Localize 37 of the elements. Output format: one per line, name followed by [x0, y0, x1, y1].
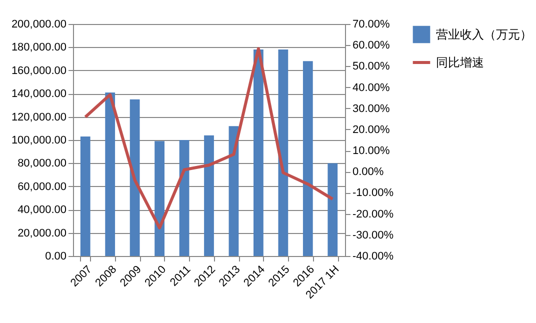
- y-tick-label: 0.00: [45, 250, 66, 262]
- y2-tick-label: 40.00%: [352, 82, 390, 94]
- line-series: [84, 47, 334, 230]
- bar: [80, 136, 90, 256]
- y2-tick-label: -40.00%: [352, 250, 394, 262]
- y-tick-label: 160,000.00: [11, 64, 66, 77]
- bar: [130, 99, 140, 256]
- bar: [179, 140, 190, 256]
- bar: [278, 50, 288, 256]
- y2-tick-label: 0.00%: [352, 166, 384, 178]
- y-tick-label: 180,000.00: [11, 42, 66, 54]
- y2-tick-label: -20.00%: [352, 208, 394, 220]
- y-tick-label: 20,000.00: [18, 227, 66, 240]
- y2-tick-label: -10.00%: [352, 187, 394, 200]
- y2-tick-label: 50.00%: [352, 60, 390, 73]
- y-tick-label: 80,000.00: [18, 158, 66, 170]
- y2-tick-label: -30.00%: [352, 229, 394, 242]
- y-tick-label: 200,000.00: [11, 18, 66, 30]
- y2-tick-label: 60.00%: [352, 40, 390, 52]
- y-tick-label: 100,000.00: [11, 134, 66, 146]
- y2-tick-label: 70.00%: [352, 18, 390, 30]
- legend-label: 同比增速: [436, 56, 484, 70]
- y-tick-label: 120,000.00: [11, 111, 66, 124]
- bar: [105, 92, 116, 256]
- y2-tick-label: 30.00%: [352, 102, 390, 115]
- bar: [154, 141, 164, 256]
- y2-tick-label: 20.00%: [352, 124, 390, 136]
- bar: [302, 61, 313, 256]
- legend-label: 营业收入（万元）: [436, 28, 532, 42]
- y-tick-label: 60,000.00: [18, 180, 66, 193]
- y-tick-label: 140,000.00: [11, 88, 66, 100]
- y-tick-label: 40,000.00: [18, 204, 66, 216]
- bar: [228, 126, 239, 256]
- bar: [204, 135, 214, 256]
- bar: [254, 50, 264, 256]
- y2-tick-label: 10.00%: [352, 145, 390, 158]
- bar: [328, 163, 338, 256]
